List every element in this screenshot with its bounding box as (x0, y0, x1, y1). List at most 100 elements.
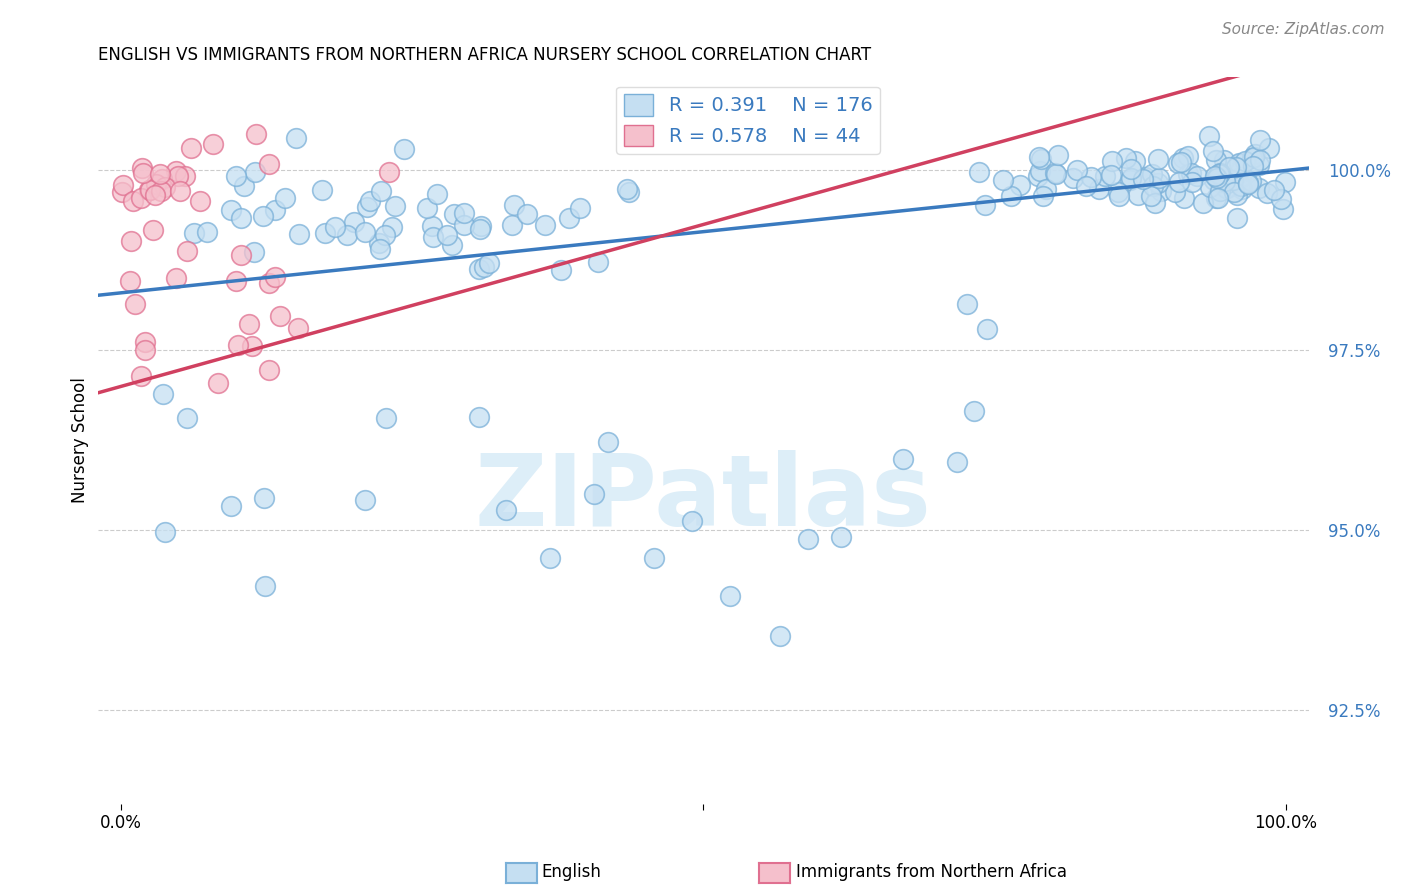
Point (1249, 180, 1271, 194)
Point (1135, 169, 1157, 184)
Point (225, 274, 247, 288)
Point (245, 165, 267, 179)
Point (1222, 173, 1244, 187)
Point (1243, 150, 1265, 164)
Point (124, 297, 146, 311)
Point (558, 211, 581, 225)
Point (202, 137, 225, 152)
Point (152, 386, 174, 401)
Point (1215, 181, 1237, 195)
Point (453, 206, 475, 220)
Text: ENGLISH VS IMMIGRANTS FROM NORTHERN AFRICA NURSERY SCHOOL CORRELATION CHART: ENGLISH VS IMMIGRANTS FROM NORTHERN AFRI… (97, 46, 870, 64)
Point (1236, 177, 1258, 191)
Point (830, 530, 852, 544)
Point (1229, 170, 1251, 185)
Point (1177, 167, 1199, 181)
Point (359, 194, 381, 208)
Point (287, 320, 309, 334)
Point (153, 524, 176, 539)
Point (1256, 186, 1278, 200)
Point (233, 179, 256, 194)
Point (468, 261, 491, 276)
Point (586, 255, 609, 269)
Point (1170, 154, 1192, 169)
Legend: R = 0.391    N = 176, R = 0.578    N = 44: R = 0.391 N = 176, R = 0.578 N = 44 (616, 87, 880, 154)
Point (582, 487, 605, 501)
Point (426, 186, 449, 201)
Point (274, 190, 297, 204)
Text: Immigrants from Northern Africa: Immigrants from Northern Africa (796, 863, 1067, 881)
Point (538, 551, 561, 566)
Point (1208, 167, 1230, 181)
Point (1240, 151, 1263, 165)
Point (1208, 191, 1230, 205)
Point (374, 227, 396, 242)
Point (643, 550, 665, 565)
Point (269, 309, 291, 323)
Point (263, 202, 285, 217)
Point (1028, 150, 1050, 164)
Point (1008, 178, 1031, 192)
Point (769, 629, 792, 643)
Point (375, 411, 398, 425)
Point (1240, 174, 1263, 188)
Point (1226, 188, 1249, 202)
Point (1198, 129, 1220, 144)
Point (1180, 166, 1202, 180)
Point (1121, 162, 1143, 177)
Point (502, 198, 524, 212)
Point (1274, 176, 1296, 190)
Point (284, 131, 307, 145)
Y-axis label: Nursery School: Nursery School (72, 377, 89, 503)
Point (195, 225, 218, 239)
Point (420, 219, 443, 234)
Point (1047, 148, 1070, 162)
Point (180, 141, 202, 155)
Point (1080, 170, 1102, 185)
Point (311, 183, 333, 197)
Point (176, 411, 198, 425)
Point (219, 499, 242, 513)
Point (1043, 166, 1066, 180)
Point (120, 234, 142, 248)
Point (149, 184, 172, 198)
Point (1226, 211, 1249, 225)
Point (356, 200, 378, 214)
Point (252, 209, 274, 223)
Point (263, 269, 285, 284)
Point (368, 235, 391, 250)
Point (1094, 169, 1116, 183)
Point (1230, 182, 1253, 196)
Point (416, 201, 439, 215)
Point (134, 343, 156, 358)
Point (1144, 195, 1167, 210)
Point (1234, 153, 1257, 168)
Point (945, 455, 967, 469)
Point (1249, 153, 1271, 167)
Point (183, 226, 205, 240)
Point (1029, 153, 1052, 167)
Point (1140, 189, 1163, 203)
Point (111, 178, 134, 192)
Point (1150, 184, 1173, 198)
Point (501, 218, 523, 232)
Point (1147, 177, 1170, 191)
Point (1173, 191, 1195, 205)
Point (568, 201, 591, 215)
Point (1205, 153, 1227, 167)
Point (1209, 166, 1232, 180)
Point (229, 211, 252, 225)
Point (1119, 172, 1142, 186)
Point (681, 514, 703, 528)
Point (1215, 181, 1237, 195)
Point (1147, 152, 1170, 166)
Point (1230, 178, 1253, 193)
Point (472, 260, 495, 274)
Point (1257, 141, 1279, 155)
Point (188, 194, 211, 208)
Point (120, 274, 142, 288)
Point (111, 185, 134, 199)
Text: ZIPatlas: ZIPatlas (475, 450, 932, 547)
Point (288, 227, 311, 242)
Point (165, 164, 187, 178)
